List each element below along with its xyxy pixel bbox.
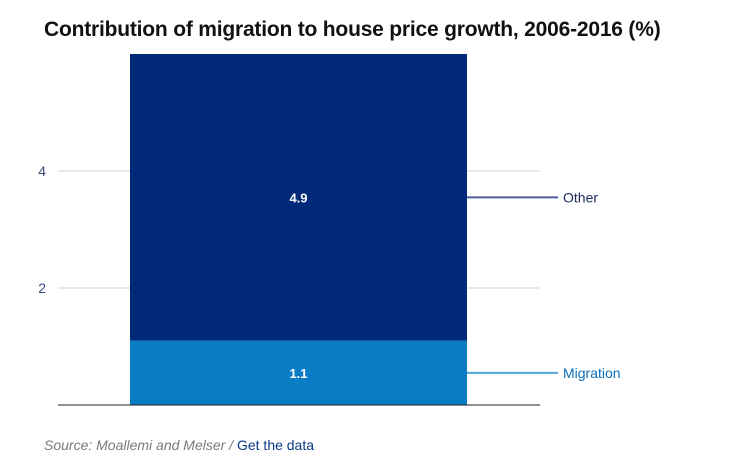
legend-label-other: Other bbox=[563, 189, 598, 205]
chart: 2 4 1.1 Migration 4.9 Other bbox=[38, 54, 621, 406]
legend-label-migration: Migration bbox=[563, 365, 621, 381]
source-note: Source: Moallemi and Melser / Get the da… bbox=[44, 437, 314, 453]
bar-segment-migration[interactable] bbox=[130, 340, 467, 405]
data-label-other: 4.9 bbox=[289, 190, 307, 205]
source-text: Source: Moallemi and Melser / bbox=[44, 437, 237, 453]
y-tick-label: 2 bbox=[38, 280, 46, 296]
data-label-migration: 1.1 bbox=[289, 366, 307, 381]
bar-segment-other[interactable] bbox=[130, 54, 467, 341]
y-tick-label: 4 bbox=[38, 163, 46, 179]
get-data-link[interactable]: Get the data bbox=[236, 437, 315, 453]
chart-title: Contribution of migration to house price… bbox=[44, 18, 661, 41]
